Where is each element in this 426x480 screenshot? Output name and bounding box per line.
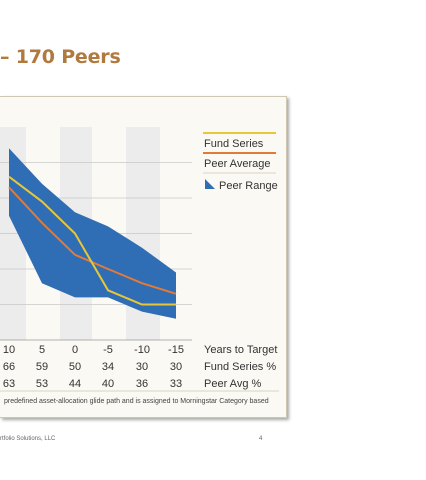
- fund-pct-cell: 59: [36, 361, 48, 373]
- peer-pct-cell: 40: [102, 378, 114, 390]
- row-label-years: Years to Target: [204, 344, 277, 356]
- fund-pct-cell: 30: [136, 361, 148, 373]
- peer-range-area: [9, 148, 176, 319]
- slide-title: – 170 Peers: [0, 46, 121, 68]
- years-cell: -5: [103, 344, 113, 356]
- peer-pct-cell: 44: [69, 378, 81, 390]
- years-cell: 0: [72, 344, 78, 356]
- fund-pct-cell: 30: [170, 361, 182, 373]
- fund-pct-cell: 50: [69, 361, 81, 373]
- years-cell: -10: [134, 344, 150, 356]
- footnote: predefined asset-allocation glide path a…: [4, 398, 269, 405]
- years-cell: -15: [168, 344, 184, 356]
- peer-pct-cell: 53: [36, 378, 48, 390]
- peer-average-legend-label: Peer Average: [204, 158, 270, 170]
- years-cell: 10: [3, 344, 15, 356]
- fund-pct-cell: 66: [3, 361, 15, 373]
- peer-range-legend-label: Peer Range: [219, 180, 278, 192]
- fund-series-legend-label: Fund Series: [204, 138, 264, 150]
- peer-range-legend-icon: [205, 179, 215, 189]
- fund-series-line: [8, 175, 176, 306]
- peer-pct-cell: 33: [170, 378, 182, 390]
- years-cell: 5: [39, 344, 45, 356]
- footer-copyright: rtfolio Solutions, LLC: [0, 436, 56, 442]
- glide-path-chart: Fund Series Peer Average Peer Range 10 66…: [0, 127, 279, 405]
- chart-panel: Fund Series Peer Average Peer Range 10 66…: [0, 96, 287, 418]
- peer-pct-cell: 36: [136, 378, 148, 390]
- row-label-fund: Fund Series %: [204, 361, 276, 373]
- row-label-peer: Peer Avg %: [204, 378, 261, 390]
- peer-pct-cell: 63: [3, 378, 15, 390]
- page-number: 4: [259, 436, 263, 442]
- fund-pct-cell: 34: [102, 361, 114, 373]
